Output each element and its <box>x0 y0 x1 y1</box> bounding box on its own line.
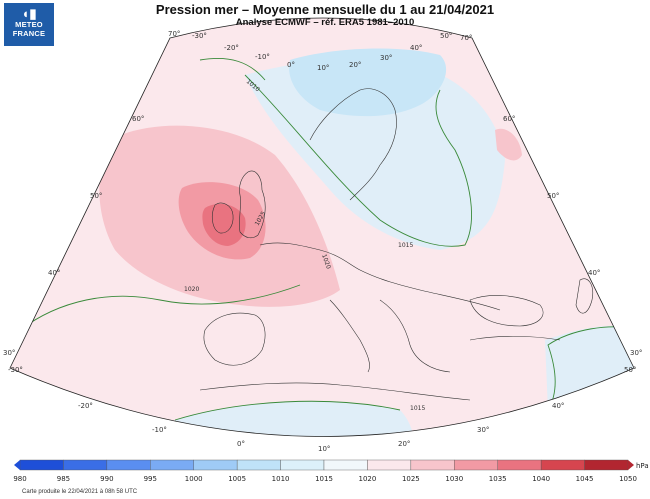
scale-bin <box>410 459 455 471</box>
scale-bin <box>150 459 194 471</box>
map-frame <box>9 17 635 437</box>
pressure-color-scale: 980 985 990 995 1000 1005 1010 1015 1020 1025 1030… <box>13 459 649 483</box>
scale-bin <box>454 459 498 471</box>
lon-label: -10° <box>255 53 270 61</box>
scale-bin <box>367 459 412 471</box>
scale-label: 1035 <box>489 475 507 483</box>
isobar-1010 <box>244 74 472 247</box>
logo-mark-icon: ◖▮ <box>21 6 37 21</box>
scale-label: 1040 <box>532 475 550 483</box>
coast-scandinavia <box>309 88 397 201</box>
scale-label: 1000 <box>185 475 203 483</box>
scale-label: 1010 <box>272 475 290 483</box>
isobar-1015-south <box>174 400 401 421</box>
coast-iberia <box>203 312 266 366</box>
lon-label: -20° <box>78 402 93 410</box>
scale-right-arrow <box>628 460 634 470</box>
pressure-field-1010-1015 <box>245 58 505 250</box>
lon-label: 40° <box>410 44 422 52</box>
logo-text-line2: FRANCE <box>12 29 46 38</box>
lon-label: 50° <box>624 366 636 374</box>
isobar-label: 1015 <box>398 242 413 249</box>
coastlines <box>199 88 593 401</box>
scale-bin <box>323 459 368 471</box>
scale-label: 985 <box>57 475 70 483</box>
coast-europe <box>259 242 501 311</box>
scale-label: 1005 <box>228 475 246 483</box>
scale-label: 1025 <box>402 475 420 483</box>
lat-label: 70° <box>460 34 472 42</box>
coast-balkans <box>379 299 451 373</box>
lon-label: 10° <box>317 64 329 72</box>
lat-label: 50° <box>90 192 102 200</box>
isobar-1020 <box>19 284 301 331</box>
scale-bin <box>19 459 64 471</box>
scale-bin <box>63 459 108 471</box>
lon-label: -30° <box>8 366 23 374</box>
coast-black-sea <box>469 295 544 327</box>
scale-label: 980 <box>13 475 26 483</box>
lat-label: 60° <box>503 115 515 123</box>
map-title: Pression mer – Moyenne mensuelle du 1 au… <box>155 2 495 17</box>
isobar-label: 1020 <box>320 253 332 270</box>
coast-north-africa <box>199 382 471 401</box>
lon-label: -10° <box>152 426 167 434</box>
lat-label: 30° <box>630 349 642 357</box>
lon-label: 10° <box>318 445 330 453</box>
lat-label: 40° <box>588 269 600 277</box>
lon-label: -20° <box>224 44 239 52</box>
coast-uk <box>239 170 266 239</box>
scale-bin <box>106 459 151 471</box>
lon-label: 40° <box>552 402 564 410</box>
lat-label: 30° <box>3 349 15 357</box>
scale-bin <box>497 459 542 471</box>
lon-label: -30° <box>192 32 207 40</box>
lat-label: 70° <box>168 30 180 38</box>
isobar-1015-east <box>547 326 634 411</box>
graticule-labels: 70° -30° -20° -10° 0° 10° 20° 30° 40° 50… <box>3 30 642 453</box>
lat-label: 40° <box>48 269 60 277</box>
pressure-field-1030-1035 <box>202 203 246 246</box>
pressure-field-1005-1010 <box>289 48 447 117</box>
coast-turkey <box>469 335 561 341</box>
isobar-1020-north <box>199 57 266 81</box>
meteo-france-logo-icon: ◖▮ METEO FRANCE <box>4 3 54 46</box>
scale-bin <box>280 459 325 471</box>
lon-label: 30° <box>380 54 392 62</box>
scale-bin <box>236 459 281 471</box>
lon-label: 30° <box>477 426 489 434</box>
lon-label: 20° <box>398 440 410 448</box>
lat-label: 50° <box>547 192 559 200</box>
pressure-field-1020-1025-east <box>495 128 522 161</box>
pressure-field-1010-1015-southwest <box>160 401 415 437</box>
lon-label: 50° <box>440 32 452 40</box>
scale-bin <box>193 459 238 471</box>
coast-caspian <box>575 278 593 314</box>
scale-label: 1045 <box>576 475 594 483</box>
scale-unit: hPa <box>636 462 649 470</box>
isobar-label: 1015 <box>410 405 425 412</box>
lon-label: 20° <box>349 61 361 69</box>
scale-label: 1030 <box>445 475 463 483</box>
scale-left-arrow <box>14 460 20 470</box>
coast-italy <box>329 299 370 373</box>
scale-label: 1015 <box>315 475 333 483</box>
logo-text-line1: METEO <box>15 20 43 29</box>
production-credit: Carte produite le 22/04/2021 à 08h 58 UT… <box>22 489 138 495</box>
scale-label: 1020 <box>359 475 377 483</box>
lon-label: 0° <box>287 61 295 69</box>
scale-label: 990 <box>100 475 113 483</box>
scale-bin <box>584 459 629 471</box>
isobar-label: 1020 <box>184 286 199 293</box>
scale-bin <box>540 459 585 471</box>
coast-ireland <box>211 202 234 234</box>
lon-label: 0° <box>237 440 245 448</box>
scale-label: 1050 <box>619 475 637 483</box>
map-subtitle: Analyse ECMWF – réf. ERA5 1981–2010 <box>235 17 415 28</box>
scale-label: 995 <box>144 475 157 483</box>
lat-label: 60° <box>132 115 144 123</box>
